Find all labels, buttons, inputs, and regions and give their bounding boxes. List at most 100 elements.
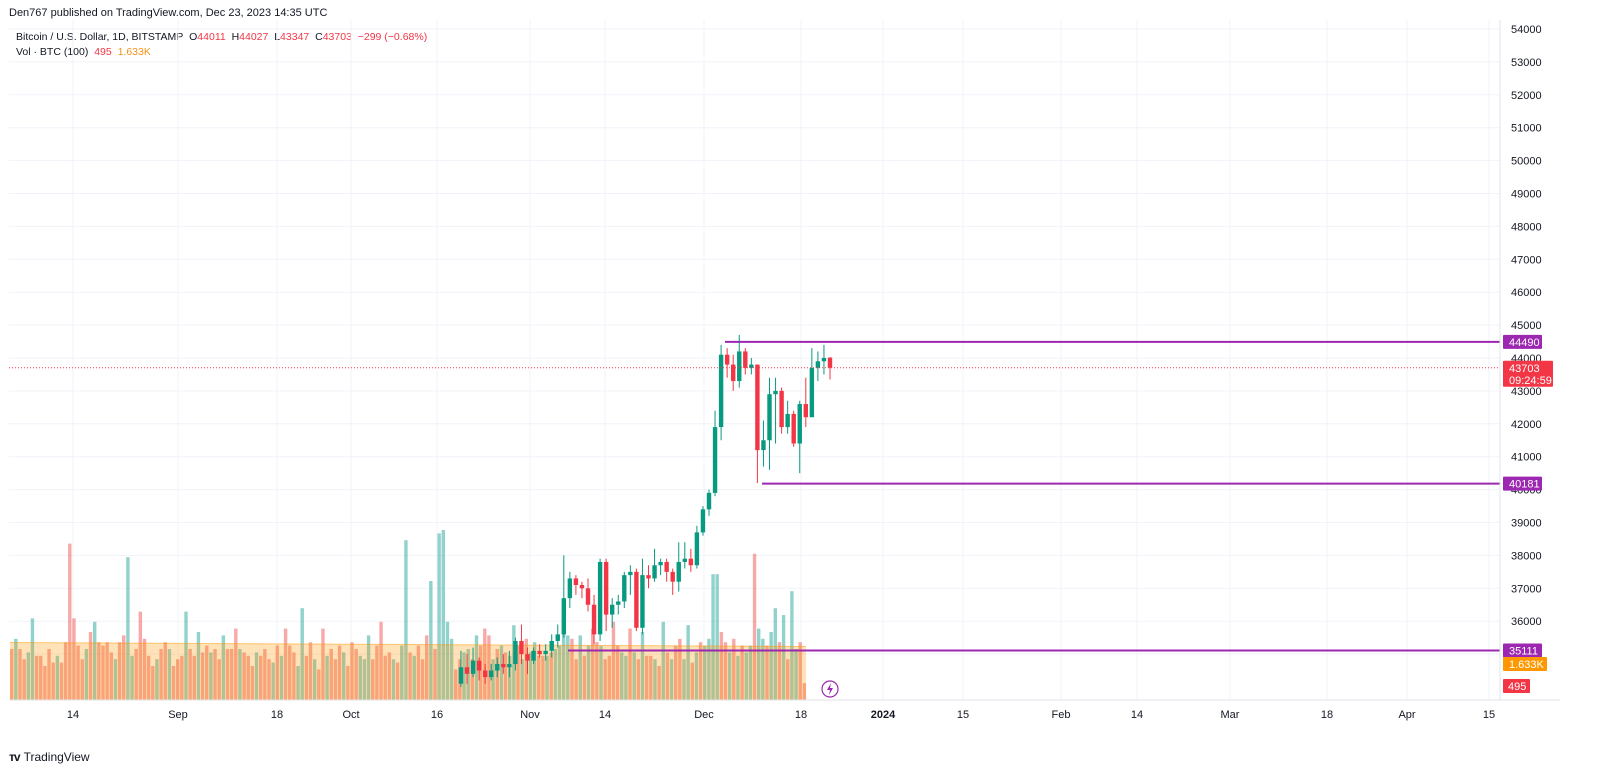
volume-bar (126, 557, 130, 700)
volume-bar (665, 652, 670, 700)
volume-ma-line (9, 641, 807, 647)
volume-bar (752, 553, 757, 700)
candle-body (797, 404, 802, 444)
time-axis-label: 2024 (871, 709, 896, 721)
lightning-icon-glyph (827, 683, 833, 695)
volume-bar (47, 649, 51, 700)
candle-body (549, 640, 554, 651)
volume-bar (196, 632, 201, 700)
volume-bar (362, 659, 367, 700)
volume-bar (790, 591, 794, 700)
volume-bar (408, 652, 412, 700)
volume-bar (761, 638, 765, 700)
volume-bar (541, 655, 545, 700)
candle-body (724, 354, 730, 365)
volume-bar (769, 632, 773, 700)
volume-bar (491, 659, 495, 700)
time-axis-label: 18 (1321, 709, 1333, 721)
volume-bar (420, 659, 425, 700)
volume-last-badge-label: 495 (1508, 681, 1526, 693)
volume-bar (524, 638, 528, 700)
volume-bar (711, 574, 715, 700)
volume-bar (18, 649, 22, 700)
volume-bar (51, 662, 55, 700)
volume-bar (632, 652, 636, 700)
volume-label: Vol · BTC (100) (16, 46, 89, 58)
price-axis-label: 54000 (1511, 24, 1542, 36)
volume-bar (437, 533, 441, 700)
candle-body (495, 663, 500, 671)
change-value: −299 (−0.68%) (357, 31, 428, 43)
volume-bar (474, 635, 479, 700)
volume-bar (682, 659, 686, 700)
volume-bar (591, 628, 595, 700)
volume-bar (350, 642, 354, 700)
candle-body (815, 361, 821, 368)
candle-body (622, 575, 627, 602)
publisher-caption: Den767 published on TradingView.com, Dec… (9, 7, 328, 19)
volume-bar (794, 649, 798, 700)
volume-bar (537, 655, 541, 700)
volume-bar (516, 645, 520, 700)
price-axis-label: 39000 (1511, 518, 1542, 530)
chart-legend: Bitcoin / U.S. Dollar, 1D, BITSTAMP O440… (16, 30, 427, 60)
candle-body (688, 558, 694, 566)
volume-bar (470, 659, 475, 700)
candle-body (519, 640, 524, 655)
time-axis-label: Dec (694, 709, 714, 721)
grid (9, 20, 1500, 700)
volume-bar (250, 666, 255, 700)
volume-bar (669, 659, 674, 700)
ohlc-legend-row: Bitcoin / U.S. Dollar, 1D, BITSTAMP O440… (16, 30, 427, 45)
level-badge (1503, 643, 1542, 658)
volume-bar (105, 642, 109, 700)
volume-bar (786, 659, 790, 700)
price-axis-label: 48000 (1511, 221, 1542, 233)
candle-body (700, 509, 706, 533)
volume-bar (765, 645, 769, 700)
candle-body (652, 565, 657, 579)
volume-bar (296, 666, 300, 700)
volume-bar (63, 642, 68, 700)
candle-body (664, 561, 669, 572)
volume-bar (288, 645, 292, 700)
volume-value: 495 (94, 46, 112, 58)
volume-bar (736, 655, 740, 700)
candle-body (743, 351, 748, 368)
volume-bar (570, 638, 574, 700)
time-axis-label: 14 (599, 709, 611, 721)
price-axis-label: 37000 (1511, 583, 1542, 595)
candle-body (464, 667, 470, 674)
volume-bar (757, 628, 761, 700)
level-badge (1503, 476, 1542, 491)
volume-bar (582, 655, 587, 700)
candle-body (827, 357, 833, 368)
volume-bar (43, 666, 47, 700)
candle-body (773, 390, 778, 395)
candle-body (803, 404, 808, 418)
volume-bar (246, 655, 250, 700)
volume-bar (433, 649, 437, 700)
volume-bar (387, 652, 392, 700)
volume-bar (649, 655, 653, 700)
tradingview-logo-icon: ᴛᴠ (9, 750, 21, 764)
volume-bar (238, 649, 242, 700)
volume-bar (715, 574, 719, 700)
volume-bar (653, 659, 657, 700)
candle-body (694, 532, 700, 566)
candle-body (706, 492, 712, 510)
volume-bar (229, 649, 234, 700)
volume-bar (698, 642, 703, 700)
candle-body (718, 354, 724, 428)
candle-body (476, 660, 482, 671)
volume-bar (138, 611, 143, 700)
volume-bar (678, 638, 682, 700)
candle-body (628, 571, 633, 576)
high-label: H (231, 31, 240, 43)
time-axis-label: Nov (520, 709, 540, 721)
volume-bar (68, 543, 72, 700)
volume-bar (528, 652, 533, 700)
volume-bar (55, 655, 60, 700)
candle-body (567, 578, 573, 599)
